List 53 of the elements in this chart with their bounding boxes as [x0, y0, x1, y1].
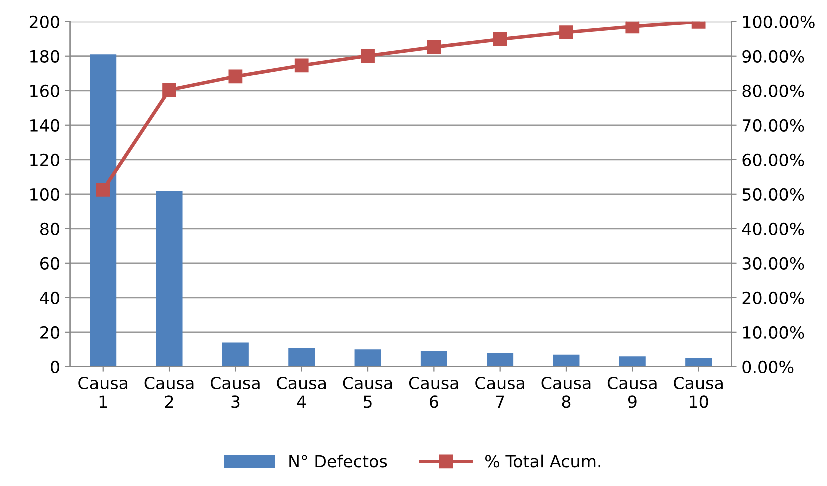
- x-tick-label: Causa 4: [277, 376, 326, 408]
- y2-tick-label: 70.00%: [742, 119, 804, 132]
- point: [96, 182, 110, 197]
- y-tick-label: 160: [30, 84, 60, 98]
- x-tick-label: Causa 7: [476, 376, 524, 408]
- point: [626, 22, 640, 34]
- y-tick-label: 120: [30, 154, 60, 166]
- y2-tick-label: 50.00%: [742, 188, 804, 201]
- point: [560, 26, 574, 40]
- y-tick-label: 80: [40, 222, 60, 236]
- y-tick-label: 180: [30, 50, 60, 63]
- bar: [619, 356, 646, 367]
- bar: [686, 358, 712, 367]
- y-tick-label: 200: [30, 16, 60, 28]
- y-tick-label: 60: [40, 257, 60, 270]
- x-tick-label: Causa 2: [144, 376, 194, 408]
- y-tick-label: 100: [30, 188, 60, 201]
- x-tick-label: Causa 6: [409, 376, 458, 408]
- bar: [420, 351, 448, 367]
- x-tick-label: Causa 8: [542, 376, 591, 408]
- y-tick-label: 40: [40, 292, 60, 304]
- x-tick-label: Causa 9: [608, 376, 657, 408]
- y-tick-label: 20: [40, 326, 60, 339]
- y-tick-label: 0: [51, 360, 60, 374]
- x-tick-label: Causa 3: [210, 376, 260, 408]
- legend-label: N° Defectos: [290, 454, 388, 468]
- point: [228, 70, 243, 84]
- y2-tick-label: 0.00%: [742, 360, 794, 374]
- bar: [487, 353, 514, 367]
- point: [427, 40, 442, 54]
- bar: [354, 350, 382, 367]
- y2-tick-label: 10.00%: [743, 326, 804, 339]
- y2-tick-label: 100.00%: [743, 16, 815, 28]
- x-tick-label: Causa 5: [343, 376, 392, 408]
- bar: [156, 190, 183, 367]
- x-tick-label: Causa 10: [674, 376, 723, 408]
- bar: [553, 354, 580, 367]
- y2-tick-label: 20.00%: [742, 292, 804, 304]
- point: [361, 49, 375, 63]
- bar: [288, 348, 316, 367]
- point: [162, 83, 176, 98]
- y2-tick-label: 90.00%: [742, 50, 804, 63]
- y2-tick-label: 40.00%: [742, 222, 804, 236]
- legend-label: % Total Acum.: [486, 454, 601, 468]
- point: [294, 58, 309, 73]
- point: [493, 32, 508, 46]
- bar: [90, 54, 117, 367]
- y-tick-label: 140: [30, 119, 60, 132]
- y2-tick-label: 60.00%: [742, 154, 804, 166]
- x-tick-label: Causa 1: [78, 376, 128, 408]
- y2-tick-label: 30.00%: [742, 257, 804, 270]
- bar: [222, 342, 249, 367]
- y2-tick-label: 80.00%: [742, 84, 804, 98]
